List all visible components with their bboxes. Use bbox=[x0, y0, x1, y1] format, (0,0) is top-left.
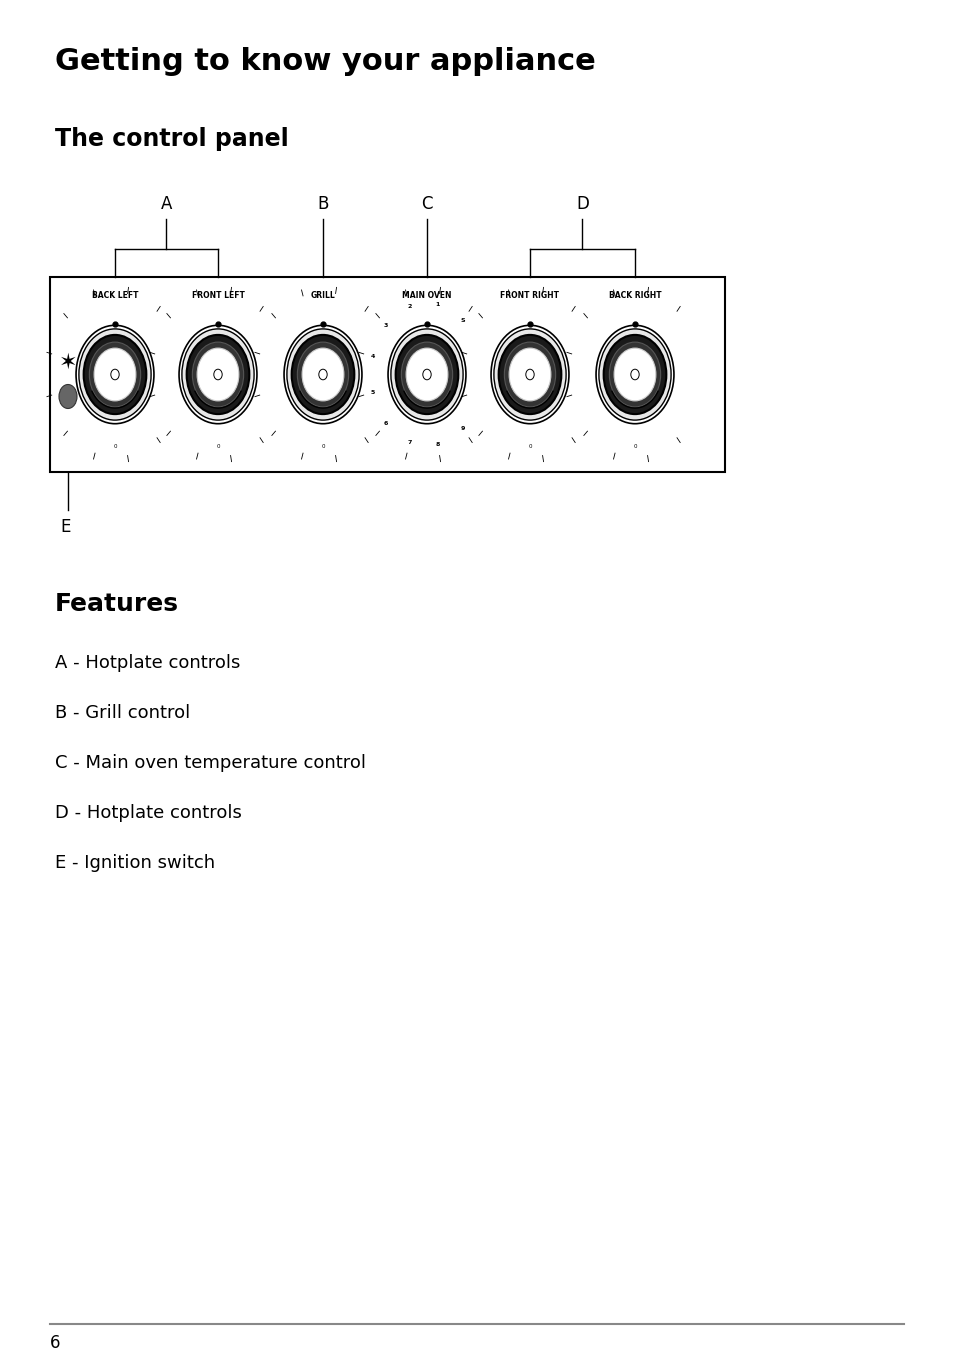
Text: A - Hotplate controls: A - Hotplate controls bbox=[55, 654, 240, 672]
Ellipse shape bbox=[79, 329, 151, 420]
Ellipse shape bbox=[603, 335, 665, 414]
Text: 9: 9 bbox=[460, 426, 465, 431]
Ellipse shape bbox=[395, 335, 457, 414]
Text: 6: 6 bbox=[383, 420, 388, 426]
Ellipse shape bbox=[187, 335, 249, 414]
Text: 0: 0 bbox=[528, 443, 531, 449]
Ellipse shape bbox=[297, 342, 348, 407]
Ellipse shape bbox=[284, 326, 361, 423]
Text: A: A bbox=[161, 195, 172, 214]
Text: 5: 5 bbox=[370, 389, 375, 395]
Text: MAIN OVEN: MAIN OVEN bbox=[402, 291, 452, 300]
Ellipse shape bbox=[318, 369, 327, 380]
Text: GRILL: GRILL bbox=[311, 291, 335, 300]
Ellipse shape bbox=[197, 347, 238, 402]
Ellipse shape bbox=[609, 342, 660, 407]
Text: 0: 0 bbox=[633, 443, 636, 449]
Ellipse shape bbox=[111, 369, 119, 380]
Text: BACK RIGHT: BACK RIGHT bbox=[608, 291, 660, 300]
Text: S: S bbox=[460, 318, 465, 323]
Text: 6: 6 bbox=[50, 1334, 60, 1352]
Text: E - Ignition switch: E - Ignition switch bbox=[55, 854, 214, 872]
Ellipse shape bbox=[302, 347, 343, 402]
Ellipse shape bbox=[598, 329, 670, 420]
Ellipse shape bbox=[401, 342, 452, 407]
Ellipse shape bbox=[630, 369, 639, 380]
Ellipse shape bbox=[292, 335, 354, 414]
Ellipse shape bbox=[179, 326, 256, 423]
Text: 0: 0 bbox=[113, 443, 116, 449]
Ellipse shape bbox=[504, 342, 555, 407]
Text: C: C bbox=[421, 195, 433, 214]
Text: 3: 3 bbox=[383, 323, 388, 329]
Text: The control panel: The control panel bbox=[55, 127, 289, 151]
Text: Getting to know your appliance: Getting to know your appliance bbox=[55, 47, 595, 76]
Text: C - Main oven temperature control: C - Main oven temperature control bbox=[55, 754, 366, 772]
Ellipse shape bbox=[90, 342, 140, 407]
Text: 0: 0 bbox=[216, 443, 219, 449]
Ellipse shape bbox=[406, 347, 447, 402]
Ellipse shape bbox=[388, 326, 465, 423]
Ellipse shape bbox=[391, 329, 462, 420]
Text: B - Grill control: B - Grill control bbox=[55, 704, 190, 722]
Text: ✶: ✶ bbox=[59, 353, 77, 373]
Ellipse shape bbox=[596, 326, 673, 423]
Ellipse shape bbox=[76, 326, 153, 423]
Ellipse shape bbox=[422, 369, 431, 380]
Ellipse shape bbox=[213, 369, 222, 380]
Ellipse shape bbox=[59, 384, 77, 408]
Text: D - Hotplate controls: D - Hotplate controls bbox=[55, 804, 242, 822]
Text: 4: 4 bbox=[370, 354, 375, 360]
Text: BACK LEFT: BACK LEFT bbox=[91, 291, 138, 300]
Ellipse shape bbox=[491, 326, 568, 423]
Ellipse shape bbox=[94, 347, 135, 402]
Text: 1: 1 bbox=[436, 303, 439, 307]
Text: 2: 2 bbox=[407, 304, 412, 310]
Text: FRONT RIGHT: FRONT RIGHT bbox=[500, 291, 558, 300]
Text: 0: 0 bbox=[321, 443, 324, 449]
Text: 7: 7 bbox=[407, 439, 412, 445]
FancyBboxPatch shape bbox=[50, 277, 724, 472]
Ellipse shape bbox=[182, 329, 253, 420]
Ellipse shape bbox=[287, 329, 358, 420]
Text: Features: Features bbox=[55, 592, 179, 617]
Text: FRONT LEFT: FRONT LEFT bbox=[192, 291, 244, 300]
Ellipse shape bbox=[498, 335, 560, 414]
Ellipse shape bbox=[84, 335, 146, 414]
Ellipse shape bbox=[509, 347, 550, 402]
Text: 8: 8 bbox=[436, 442, 439, 446]
Text: D: D bbox=[576, 195, 588, 214]
Ellipse shape bbox=[525, 369, 534, 380]
Ellipse shape bbox=[494, 329, 565, 420]
Ellipse shape bbox=[193, 342, 243, 407]
Text: B: B bbox=[317, 195, 329, 214]
Text: E: E bbox=[61, 518, 71, 535]
Ellipse shape bbox=[614, 347, 656, 402]
